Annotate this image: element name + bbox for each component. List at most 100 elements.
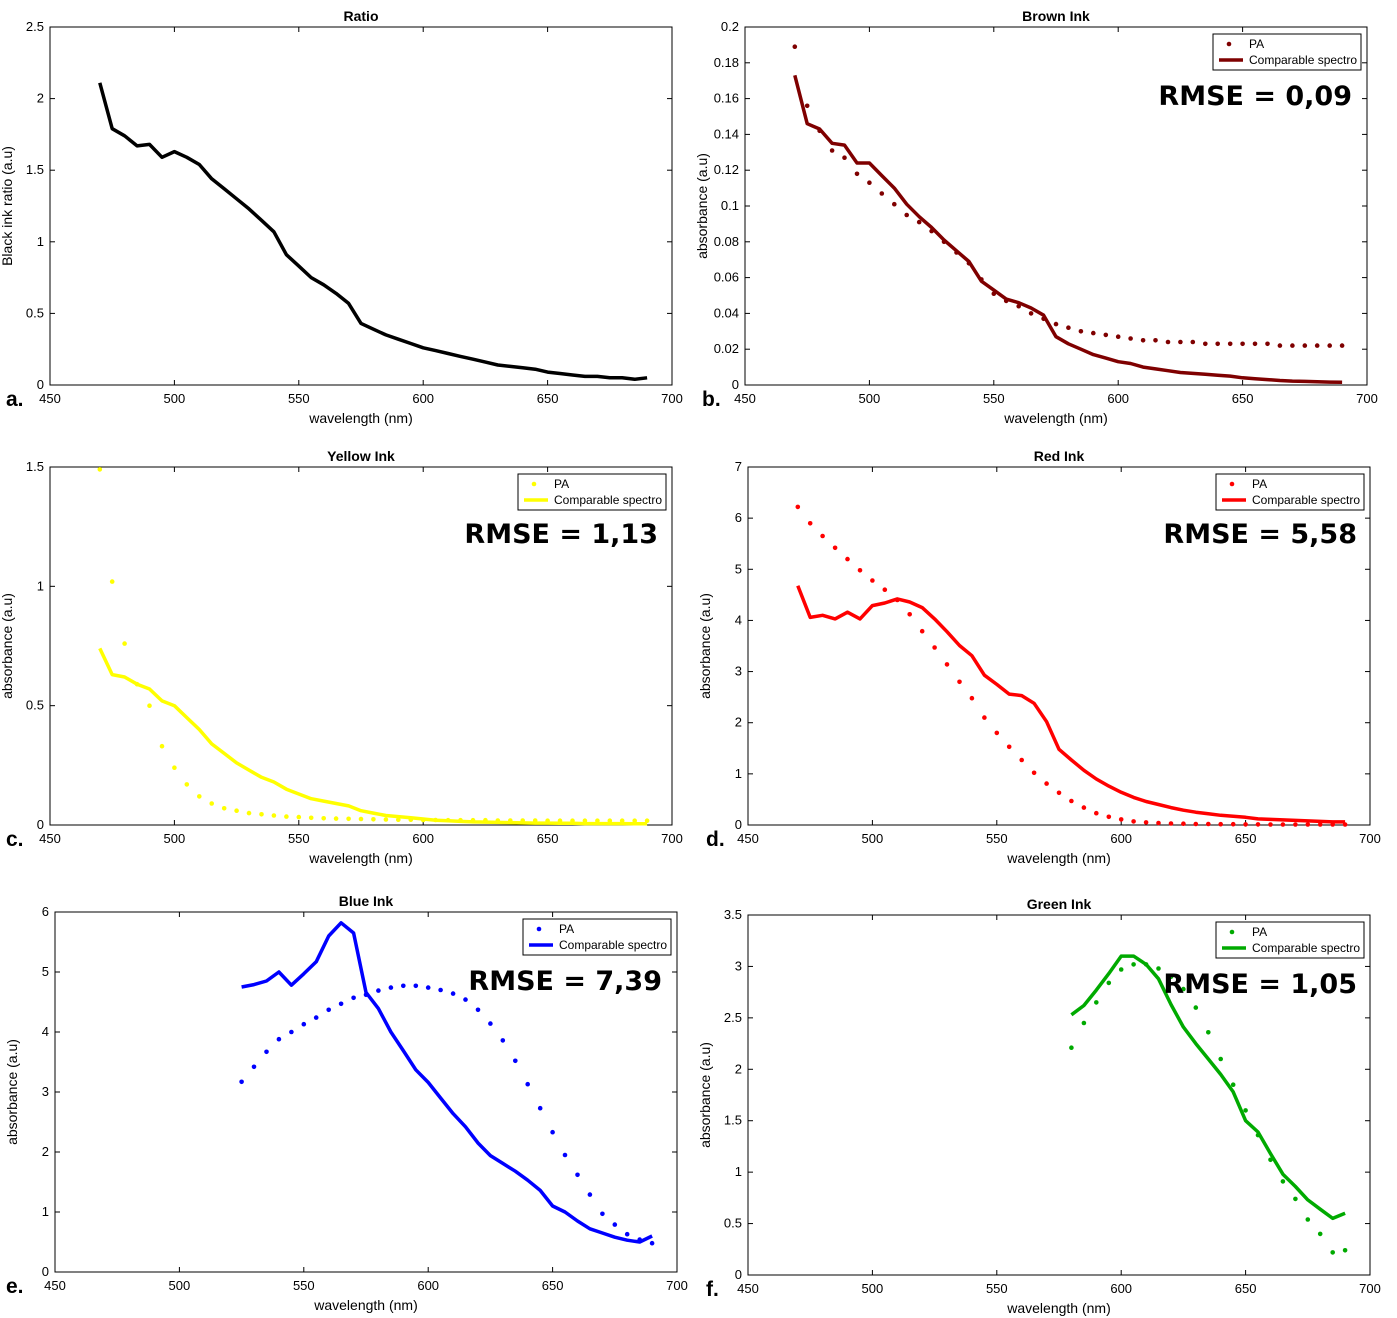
x-tick-label: 500 (862, 1281, 884, 1296)
pa-data-point (932, 645, 937, 650)
y-tick-label: 1 (37, 578, 44, 593)
legend-marker-pa (536, 926, 542, 932)
x-tick-label: 550 (986, 831, 1008, 846)
legend: PA Comparable spectro (1215, 921, 1365, 959)
panel-title: Blue Ink (339, 893, 394, 909)
pa-data-point (1056, 790, 1062, 796)
y-tick-label: 0.08 (714, 234, 739, 249)
y-tick-label: 0.5 (724, 1216, 742, 1231)
plot-area (747, 466, 1371, 826)
y-tick-label: 0.14 (714, 126, 739, 141)
pa-data-point (1305, 822, 1311, 827)
pa-data-point (1280, 1179, 1286, 1184)
x-tick-label: 600 (417, 1278, 439, 1293)
panel-title: Brown Ink (1022, 8, 1090, 24)
pa-data-point (644, 818, 650, 823)
pa-data-point (1019, 757, 1024, 763)
x-tick-label: 550 (293, 1278, 315, 1293)
y-axis-label: absorbance (a.u) (697, 1042, 713, 1148)
plot-area (54, 911, 678, 1273)
pa-data-point (338, 1001, 344, 1007)
pa-data-point (1118, 967, 1124, 972)
y-tick-label: 0 (732, 377, 739, 392)
legend-marker-pa (1229, 929, 1235, 935)
legend-label-pa: PA (1252, 477, 1267, 491)
y-tick-label: 1 (735, 766, 742, 781)
x-tick-label: 500 (164, 391, 186, 406)
y-tick-label: 2 (37, 91, 44, 106)
pa-data-point (1218, 1056, 1223, 1062)
pa-data-point (438, 987, 443, 993)
pa-data-point (1181, 821, 1186, 826)
y-tick-label: 5 (735, 561, 742, 576)
pa-data-point (624, 1231, 630, 1237)
series-line-comparable-spectro (241, 921, 653, 1244)
pa-data-point (1317, 822, 1323, 827)
pa-data-point (289, 1029, 294, 1035)
pa-data-point (1131, 819, 1136, 824)
pa-data-point (1193, 1005, 1199, 1010)
pa-data-point (1240, 341, 1245, 347)
x-tick-label: 700 (661, 391, 683, 406)
legend-label-comparable-spectro: Comparable spectro (559, 938, 667, 952)
pa-data-point (537, 1105, 543, 1111)
y-tick-label: 0.12 (714, 162, 739, 177)
pa-data-point (857, 568, 863, 573)
x-tick-label: 600 (412, 391, 434, 406)
legend-label-pa: PA (1249, 37, 1264, 51)
pa-data-point (159, 743, 165, 749)
y-tick-label: 0.06 (714, 270, 739, 285)
pa-data-point (1156, 966, 1161, 971)
y-tick-label: 3 (735, 664, 742, 679)
pa-data-point (804, 103, 810, 109)
series-line-comparable-spectro (796, 585, 1346, 824)
series-line-ratio (98, 82, 648, 382)
pa-data-point (1103, 332, 1109, 338)
pa-data-point (957, 679, 962, 685)
pa-data-point (413, 983, 419, 989)
pa-data-point (1178, 339, 1183, 345)
pa-data-point (346, 816, 351, 822)
pa-data-point (892, 201, 897, 207)
pa-data-point (982, 715, 987, 720)
pa-data-point (1330, 1250, 1335, 1255)
y-tick-label: 4 (735, 612, 742, 627)
pa-data-point (1153, 338, 1158, 343)
x-tick-label: 450 (39, 831, 61, 846)
x-axis-label: wavelength (nm) (308, 850, 413, 866)
legend-label-pa: PA (554, 477, 569, 491)
pa-data-point (842, 155, 847, 160)
pa-data-point (1203, 341, 1208, 347)
x-tick-label: 500 (169, 1278, 191, 1293)
legend-marker-pa (1229, 481, 1235, 487)
pa-data-point (1230, 1082, 1236, 1087)
x-tick-label: 450 (39, 391, 61, 406)
legend: PA Comparable spectro (517, 473, 667, 511)
legend-marker-pa (1226, 41, 1232, 47)
pa-data-point (1290, 343, 1295, 348)
pa-data-point (832, 545, 838, 551)
rmse-annotation: RMSE = 1,05 (1163, 969, 1357, 1000)
legend-label-comparable-spectro: Comparable spectro (1252, 941, 1360, 955)
x-tick-label: 600 (1110, 1281, 1132, 1296)
pa-data-point (807, 521, 813, 526)
x-tick-label: 450 (734, 391, 756, 406)
pa-data-point (271, 813, 277, 818)
y-tick-label: 1 (735, 1164, 742, 1179)
pa-data-point (147, 703, 152, 708)
pa-data-point (1118, 817, 1124, 822)
series-line-comparable-spectro (793, 74, 1343, 385)
pa-data-point (109, 579, 115, 584)
y-tick-label: 2 (735, 1061, 742, 1076)
x-tick-label: 700 (661, 831, 683, 846)
pa-data-point (1255, 822, 1261, 827)
x-tick-label: 600 (1110, 831, 1132, 846)
pa-data-point (401, 983, 406, 989)
y-tick-label: 1.5 (26, 459, 44, 474)
pa-data-point (1053, 321, 1059, 327)
pa-data-point (1227, 341, 1233, 347)
y-tick-label: 0.5 (26, 698, 44, 713)
y-tick-label: 3 (735, 958, 742, 973)
legend-label-pa: PA (559, 922, 574, 936)
